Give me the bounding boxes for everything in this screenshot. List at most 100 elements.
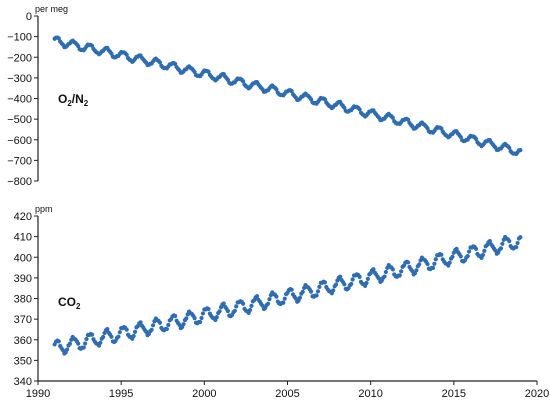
bottom-data-point — [101, 334, 106, 340]
bottom-y-tick-label: 410 — [14, 232, 32, 244]
top-y-tick-label: −300 — [7, 73, 32, 85]
bottom-data-point — [149, 327, 154, 332]
bottom-data-point — [241, 301, 246, 306]
bottom-data-point — [232, 308, 237, 313]
bottom-data-point — [450, 254, 455, 259]
top-y-tick-label: −600 — [7, 135, 32, 147]
bottom-y-tick-label: 350 — [14, 355, 32, 367]
bottom-data-point — [166, 322, 171, 328]
bottom-y-tick-label: 370 — [14, 314, 32, 326]
top-data-point — [357, 107, 362, 112]
bottom-data-point — [350, 277, 355, 282]
bottom-data-point — [300, 289, 305, 295]
bottom-data-point — [267, 297, 272, 302]
bottom-data-point — [333, 282, 339, 287]
bottom-unit-label: ppm — [35, 204, 53, 214]
bottom-data-point — [56, 339, 61, 344]
bottom-data-point — [282, 296, 287, 301]
bottom-data-point — [417, 262, 422, 267]
bottom-data-point — [514, 245, 519, 250]
bottom-data-point — [338, 274, 343, 279]
top-y-tick-label: −800 — [7, 176, 32, 188]
bottom-data-point — [315, 289, 321, 294]
bottom-data-point — [342, 282, 347, 287]
bottom-y-tick-label: 360 — [14, 335, 32, 347]
bottom-data-point — [331, 288, 336, 293]
bottom-data-point — [192, 316, 197, 321]
bottom-data-point — [289, 287, 294, 292]
bottom-data-point — [131, 333, 136, 339]
bottom-data-point — [432, 261, 437, 266]
bottom-data-point — [365, 276, 370, 281]
top-data-points — [52, 35, 523, 157]
bottom-data-point — [430, 265, 436, 270]
bottom-data-point — [383, 269, 389, 275]
top-data-point — [124, 52, 129, 57]
x-tick-label: 2000 — [192, 388, 216, 400]
bottom-data-point — [164, 326, 170, 332]
x-tick-label: 1990 — [26, 388, 50, 400]
top-y-tick-label: −400 — [7, 94, 32, 106]
bottom-data-point — [487, 239, 492, 244]
top-data-point — [157, 60, 163, 65]
bottom-data-point — [447, 260, 452, 265]
bottom-data-point — [281, 300, 286, 305]
bottom-data-point — [76, 341, 81, 346]
top-y-ticks: 0 −100 −200 −300 −400 −500 −600 −700 −800 — [7, 11, 38, 188]
top-data-point — [274, 87, 279, 92]
bottom-data-point — [482, 248, 487, 253]
bottom-data-point — [480, 252, 486, 258]
bottom-data-point — [371, 267, 376, 272]
bottom-data-point — [357, 274, 362, 279]
bottom-y-tick-label: 400 — [14, 252, 32, 264]
bottom-data-point — [138, 320, 143, 325]
bottom-data-point — [234, 304, 239, 309]
top-data-point — [241, 79, 246, 84]
top-y-tick-label: −500 — [7, 114, 32, 126]
bottom-data-point — [458, 254, 463, 259]
x-tick-label: 2020 — [525, 388, 549, 400]
bottom-data-point — [433, 257, 438, 262]
bottom-data-point — [105, 327, 110, 332]
bottom-y-tick-label: 420 — [14, 211, 32, 223]
bottom-data-point — [81, 345, 86, 350]
x-tick-label: 2015 — [442, 388, 466, 400]
bottom-data-point — [206, 306, 211, 312]
bottom-data-point — [117, 330, 122, 335]
bottom-data-point — [116, 334, 121, 339]
bottom-data-point — [199, 315, 204, 321]
bottom-data-points — [52, 234, 523, 356]
bottom-data-point — [414, 268, 419, 273]
top-data-point — [289, 88, 294, 94]
bottom-y-tick-label: 380 — [14, 294, 32, 306]
bottom-data-point — [399, 269, 404, 274]
bottom-y-ticks: 420 410 400 390 380 370 360 350 340 — [14, 211, 38, 388]
bottom-data-point — [254, 294, 260, 299]
bottom-data-point — [297, 295, 303, 300]
x-ticks: 1990 1995 2000 2005 2010 2015 2020 — [26, 381, 549, 400]
bottom-data-point — [65, 347, 70, 352]
bottom-data-point — [84, 336, 89, 342]
bottom-data-point — [425, 261, 430, 267]
bottom-data-point — [405, 260, 411, 265]
top-unit-label: per meg — [35, 4, 68, 14]
x-tick-label: 1995 — [109, 388, 133, 400]
bottom-data-point — [314, 293, 319, 298]
top-data-point — [390, 115, 395, 120]
x-tick-label: 2005 — [275, 388, 299, 400]
bottom-data-point — [67, 341, 72, 346]
bottom-data-point — [322, 280, 328, 285]
x-tick-label: 2010 — [358, 388, 382, 400]
top-data-point — [518, 148, 523, 153]
bottom-panel: ppm CO2 420 410 400 390 380 370 360 350 340 1990… — [14, 204, 550, 400]
top-y-tick-label: −100 — [7, 32, 32, 44]
bottom-data-point — [181, 322, 186, 327]
top-y-tick-label: −200 — [7, 52, 32, 64]
bottom-series-label: CO2 — [58, 295, 81, 311]
bottom-data-point — [265, 301, 271, 306]
bottom-y-tick-label: 340 — [14, 376, 32, 388]
bottom-data-point — [473, 246, 479, 251]
bottom-data-point — [498, 246, 504, 251]
bottom-data-point — [465, 254, 470, 259]
